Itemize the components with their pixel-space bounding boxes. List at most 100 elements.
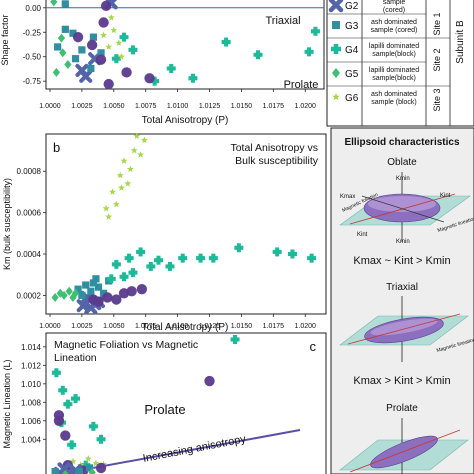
- point-g1: [136, 283, 148, 295]
- point-g3: [69, 29, 77, 37]
- legend-marker-g3: [332, 21, 340, 29]
- point-g6: [133, 132, 141, 139]
- point-g5: [71, 288, 80, 298]
- y-tick-label: -0.25: [23, 28, 42, 37]
- legend-desc: ash dominated: [371, 91, 417, 98]
- y-tick-label: 0.0004: [17, 250, 42, 259]
- point-g4: [119, 32, 129, 42]
- point-g3: [82, 281, 90, 289]
- point-g1: [93, 296, 104, 307]
- panel-c-title: Magnetic Foliation vs Magnetic: [54, 339, 198, 351]
- x-tick-label: 1.0150: [231, 323, 253, 330]
- point-g1: [53, 415, 65, 426]
- point-g1: [60, 430, 71, 441]
- triaxial-annotation: Triaxial: [265, 15, 300, 27]
- legend-label: G4: [345, 45, 359, 56]
- oblate-formula: Kmax ~ Kint > Kmin: [353, 255, 450, 267]
- y-tick-label: 1.010: [21, 380, 42, 389]
- point-g6: [107, 14, 115, 21]
- point-g6: [102, 204, 110, 212]
- point-g4: [67, 440, 77, 450]
- point-g5: [59, 48, 67, 58]
- point-g4: [51, 368, 61, 378]
- legend-desc-line2: (cored): [383, 7, 405, 14]
- point-g5: [65, 286, 73, 296]
- legend-label: G6: [345, 93, 359, 104]
- point-g6: [110, 26, 118, 34]
- point-g1: [100, 0, 112, 12]
- point-g6: [84, 455, 92, 462]
- point-g4: [81, 460, 91, 470]
- x-tick-label: 1.0075: [135, 103, 157, 110]
- y-tick-label: 0.0006: [17, 209, 42, 218]
- point-g4: [71, 394, 81, 404]
- prolate-annotation-c: Prolate: [144, 402, 185, 417]
- point-g5: [50, 0, 58, 7]
- point-g6: [137, 151, 144, 158]
- prolate-ellipsoid-diagram: [339, 418, 469, 474]
- point-g6: [109, 188, 116, 195]
- point-g6: [112, 200, 120, 208]
- point-g4: [234, 243, 244, 253]
- point-g6: [118, 184, 125, 191]
- y-tick-label: 1.004: [21, 435, 42, 444]
- point-g6: [100, 31, 107, 39]
- panel-c-ylabel: Magnetic Lineation (L): [2, 359, 12, 448]
- point-g6: [69, 457, 77, 465]
- legend-marker-g4: [331, 44, 341, 54]
- point-g3: [87, 287, 95, 295]
- point-g4: [208, 253, 218, 263]
- point-g4: [88, 421, 98, 431]
- increasing-anisotropy-label: Increasing anisotropy: [142, 433, 247, 465]
- point-g4: [136, 247, 146, 257]
- point-g1: [95, 54, 107, 65]
- panel-b: b Total Anisotropy vs Bulk susceptibilit…: [2, 132, 327, 333]
- x-tick-label: 1.0050: [103, 323, 125, 330]
- point-g1: [98, 17, 109, 28]
- point-g4: [178, 253, 188, 263]
- point-g6: [105, 213, 113, 220]
- point-g4: [307, 253, 317, 263]
- x-tick-label: 1.0025: [71, 103, 93, 110]
- x-tick-label: 1.0025: [71, 323, 93, 330]
- point-g6: [124, 180, 132, 187]
- point-g4: [165, 261, 175, 271]
- x-tick-label: 1.0175: [263, 103, 285, 110]
- point-g6: [120, 157, 128, 164]
- point-g4: [58, 385, 68, 395]
- panel-a-ylabel: Shape factor: [0, 14, 10, 65]
- point-g5: [52, 67, 60, 77]
- x-tick-label: 1.0175: [263, 323, 285, 330]
- point-g3: [89, 33, 97, 41]
- point-g3: [61, 25, 69, 33]
- triaxial-ellipsoid-diagram: Magnetic lineation: [339, 296, 474, 362]
- y-tick-label: -0.50: [23, 53, 42, 62]
- point-g1: [102, 292, 113, 303]
- point-g1: [72, 31, 84, 43]
- ellipsoid-characteristics-panel: Ellipsoid characteristics Oblate Kmin Ki…: [330, 127, 474, 474]
- x-tick-label: 1.0050: [103, 103, 125, 110]
- point-g4: [96, 434, 106, 444]
- point-g4: [119, 272, 129, 282]
- point-g4: [310, 26, 320, 36]
- y-tick-label: 1.006: [21, 417, 42, 426]
- x-tick-label: 1.0000: [39, 103, 61, 110]
- point-g4: [146, 261, 156, 271]
- x-tick-label: 1.0200: [295, 103, 317, 110]
- point-g4: [188, 73, 198, 83]
- legend-desc-line2: sample(block): [372, 75, 416, 82]
- y-tick-label: 1.008: [21, 398, 42, 407]
- triaxial-title: Triaxial: [386, 282, 418, 293]
- point-g1: [144, 73, 155, 84]
- prolate-title: Prolate: [386, 403, 418, 414]
- point-g1: [126, 286, 137, 297]
- legend-marker-g2: [328, 0, 344, 13]
- point-g1: [121, 67, 132, 78]
- point-g6: [92, 459, 100, 467]
- point-g4: [63, 399, 73, 409]
- point-g3: [97, 49, 105, 57]
- panel-a-xlabel: Total Anisotropy (P): [142, 115, 229, 126]
